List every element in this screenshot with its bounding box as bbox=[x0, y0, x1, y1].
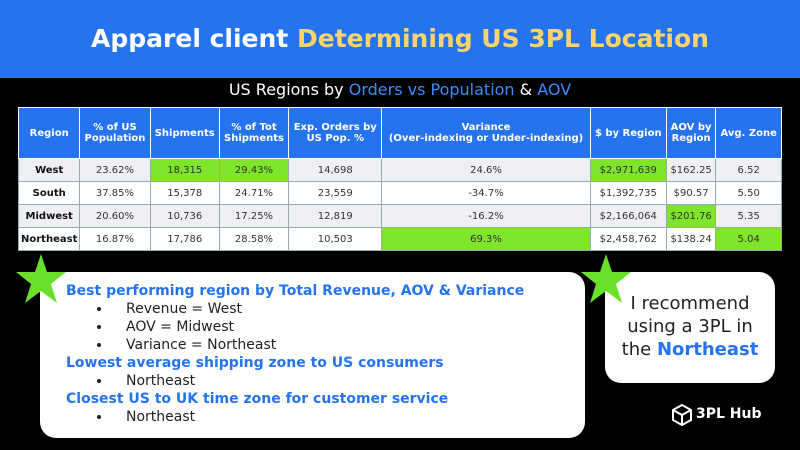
table-cell: $162.25 bbox=[665, 158, 717, 182]
header-text: Region bbox=[671, 133, 711, 144]
header-row: Region% of US Population Shipments% of Tot… bbox=[17, 107, 782, 159]
header-text: Region bbox=[29, 127, 69, 139]
table-cell: 29.43% bbox=[218, 158, 290, 182]
table-cell: 10,736 bbox=[149, 204, 220, 228]
table-row: South 37.85% 15,378 24.71% 23,559 -34.7% $1,39… bbox=[17, 181, 782, 205]
header-text: Population bbox=[84, 133, 146, 144]
finding-heading: Best performing region by Total Revenue,… bbox=[66, 283, 525, 299]
table-cell: 69.3% bbox=[381, 227, 591, 251]
subtitle-highlight: AOV bbox=[537, 80, 572, 99]
logo-icon bbox=[672, 404, 692, 426]
recommendation-highlight: Northeast bbox=[656, 339, 759, 360]
star-icon bbox=[16, 254, 66, 303]
column-header: Shipments bbox=[149, 107, 220, 159]
table-cell: 18,315 bbox=[149, 158, 220, 182]
table-cell: 16.87% bbox=[79, 227, 151, 251]
table-row: Midwest 20.60% 10,736 17.25% 12,819 -16.2% $2,… bbox=[17, 204, 782, 228]
table-cell: West bbox=[17, 158, 81, 182]
recommendation-line: the Northeast bbox=[619, 338, 761, 361]
table-cell: 23,559 bbox=[288, 181, 383, 205]
column-header: Avg. Zone bbox=[715, 107, 782, 159]
table-cell: 28.58% bbox=[218, 227, 290, 251]
subtitle-text: US Regions by bbox=[228, 80, 344, 99]
header-text: Shipments bbox=[154, 127, 215, 139]
table-cell: $201.76 bbox=[665, 204, 717, 228]
title: Apparel client bbox=[91, 24, 289, 53]
table-cell: $2,971,639 bbox=[589, 158, 667, 182]
subtitle-text: & bbox=[519, 80, 533, 99]
header-text: Avg. Zone bbox=[720, 127, 777, 139]
finding-bullet: AOV = Midwest bbox=[112, 318, 585, 336]
recommendation-text: I recommend using a 3PL in bbox=[627, 293, 753, 337]
column-header: % of US Population bbox=[79, 107, 151, 159]
subtitle-highlight: Orders vs Population bbox=[348, 80, 515, 99]
table-cell: -16.2% bbox=[381, 204, 591, 228]
table-cell: Midwest bbox=[17, 204, 81, 228]
table-cell: $2,166,064 bbox=[589, 204, 667, 228]
table-cell: Northeast bbox=[17, 227, 81, 251]
title-band: Apparel client Determining US 3PL Locati… bbox=[0, 0, 800, 78]
table-cell: 24.71% bbox=[218, 181, 290, 205]
header-text: $ by Region bbox=[594, 127, 662, 139]
subtitle: US Regions by Orders vs Population & AOV bbox=[0, 80, 800, 99]
table-cell: 6.52 bbox=[715, 158, 782, 182]
table-row: West 23.62% 18,315 29.43% 14,698 24.6% $2,971,… bbox=[17, 158, 782, 182]
table-cell: South bbox=[17, 181, 81, 205]
header-text: (Over-indexing or Under-indexing) bbox=[388, 133, 584, 144]
column-header: % of Tot Shipments bbox=[218, 107, 290, 159]
header-text: Exp. Orders by bbox=[293, 122, 377, 133]
finding-list: Northeast bbox=[66, 372, 585, 390]
column-header: Variance (Over-indexing or Under-indexing… bbox=[381, 107, 591, 159]
findings-box: Best performing region by Total Revenue,… bbox=[40, 272, 585, 438]
table-cell: 17.25% bbox=[218, 204, 290, 228]
header-text: Variance bbox=[461, 122, 511, 133]
finding-bullet: Revenue = West bbox=[112, 300, 585, 318]
finding-bullet: Northeast bbox=[112, 408, 585, 426]
table-cell: 10,503 bbox=[288, 227, 383, 251]
column-header: Exp. Orders by US Pop. % bbox=[288, 107, 383, 159]
table-cell: $90.57 bbox=[665, 181, 717, 205]
recommendation-text: the bbox=[621, 339, 652, 360]
regions-table: Region% of US Population Shipments% of Tot… bbox=[17, 107, 782, 251]
logo: 3PL Hub bbox=[696, 406, 762, 422]
table-cell: 15,378 bbox=[149, 181, 220, 205]
table-cell: 5.35 bbox=[715, 204, 782, 228]
table-cell: $138.24 bbox=[665, 227, 717, 251]
finding-heading: Lowest average shipping zone to US consu… bbox=[66, 355, 444, 371]
title-highlight: Determining US 3PL Location bbox=[296, 24, 709, 53]
header-text: US Pop. % bbox=[306, 133, 364, 144]
table-row: Northeast 16.87% 17,786 28.58% 10,503 69.3% $2… bbox=[17, 227, 782, 251]
table-cell: 12,819 bbox=[288, 204, 383, 228]
table-cell: 37.85% bbox=[79, 181, 151, 205]
table-cell: 5.50 bbox=[715, 181, 782, 205]
table-cell: $2,458,762 bbox=[589, 227, 667, 251]
header-text: % of US bbox=[93, 122, 137, 133]
table-cell: 20.60% bbox=[79, 204, 151, 228]
table-cell: 24.6% bbox=[381, 158, 591, 182]
header-text: Shipments bbox=[224, 133, 284, 144]
table-cell: $1,392,735 bbox=[589, 181, 667, 205]
table-cell: 17,786 bbox=[149, 227, 220, 251]
header-text: AOV by bbox=[670, 122, 712, 133]
header-text: % of Tot bbox=[231, 122, 277, 133]
recommendation-box: I recommend using a 3PL in the Northeast bbox=[605, 272, 775, 383]
finding-bullet: Northeast bbox=[112, 372, 585, 390]
star-icon bbox=[581, 254, 631, 303]
finding-bullet: Variance = Northeast bbox=[112, 336, 585, 354]
table-cell: 14,698 bbox=[288, 158, 383, 182]
table-cell: 23.62% bbox=[79, 158, 151, 182]
column-header: $ by Region bbox=[589, 107, 667, 159]
table-cell: -34.7% bbox=[381, 181, 591, 205]
table-cell: 5.04 bbox=[715, 227, 782, 251]
finding-list: Revenue = WestAOV = MidwestVariance = No… bbox=[66, 300, 585, 354]
finding-heading: Closest US to UK time zone for customer … bbox=[66, 391, 449, 407]
column-header: Region bbox=[17, 107, 81, 159]
finding-list: Northeast bbox=[66, 408, 585, 426]
column-header: AOV by Region bbox=[665, 107, 717, 159]
